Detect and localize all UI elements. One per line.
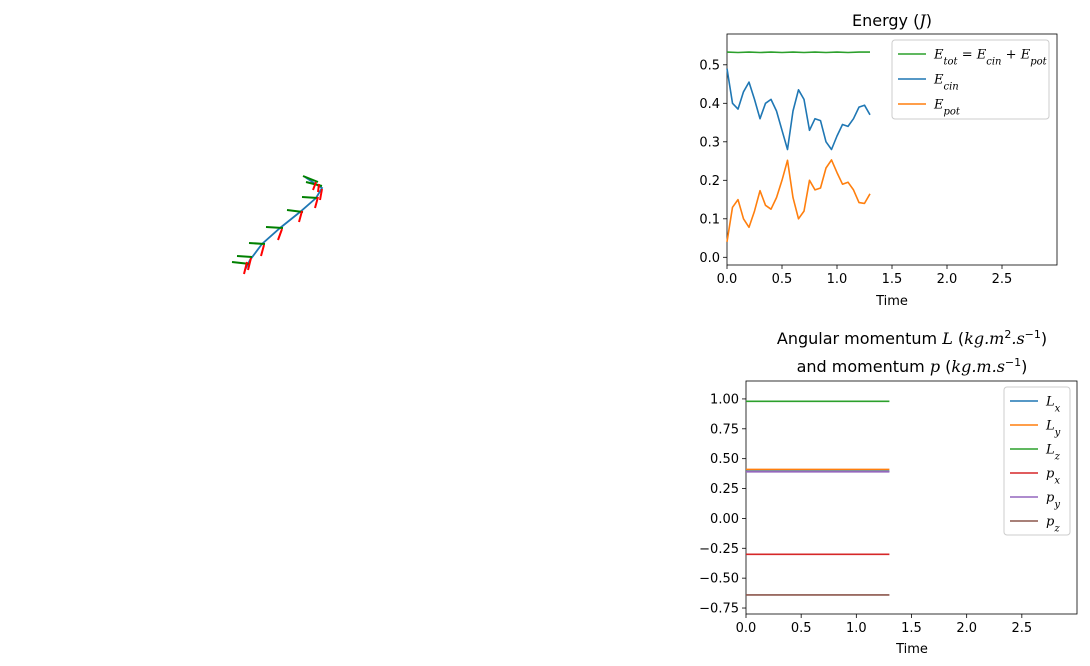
momentum-xlabel: Time: [895, 642, 928, 657]
momentum-ytick-label: 0.75: [710, 422, 739, 437]
momentum-legend-label-4: py: [1046, 491, 1060, 511]
momentum-ytick-label: 0.25: [710, 482, 739, 497]
momentum-legend-box: [1003, 386, 1071, 536]
momentum-xtick-label: 0.5: [791, 621, 812, 636]
chain-axis-red-6: [319, 188, 323, 201]
momentum-xtick-label: 2.5: [1011, 621, 1032, 636]
momentum-ytick-label: 1.00: [710, 392, 739, 407]
chain-axis-green-5: [301, 196, 319, 199]
momentum-ytick-label: −0.25: [699, 542, 739, 557]
energy-xtick-label: 2.0: [937, 272, 958, 287]
chain-axis-red-5: [314, 196, 319, 209]
momentum-subtitle: and momentum p (kg.m.s−1): [797, 356, 1028, 377]
momentum-xtick-label: 1.5: [901, 621, 922, 636]
energy-ytick-label: 0.4: [699, 97, 720, 112]
momentum-title: Angular momentum L (kg.m2.s−1): [777, 328, 1047, 349]
momentum-ytick-label: −0.50: [699, 572, 739, 587]
momentum-legend-label-2: Lz: [1045, 443, 1061, 463]
energy-series-line-1: [726, 68, 871, 151]
chain-axis-green-4: [286, 209, 304, 213]
energy-xtick-label: 0.0: [717, 272, 738, 287]
energy-ytick-label: 0.3: [699, 135, 720, 150]
energy-title: Energy (J): [852, 11, 932, 30]
chain-axis-red-4: [298, 210, 303, 223]
energy-xtick-label: 1.5: [882, 272, 903, 287]
energy-xtick-label: 1.0: [827, 272, 848, 287]
momentum-legend: Lx Ly Lz px py pz: [1003, 386, 1071, 536]
momentum-legend-label-5: pz: [1046, 515, 1060, 535]
energy-legend: Etot = Ecin + Epot Ecin Epot: [891, 39, 1050, 120]
chain-axis-green-3: [265, 226, 284, 229]
chain-axis-green-2: [248, 242, 266, 245]
momentum-ytick-label: 0.00: [710, 512, 739, 527]
chain-axis-red-7: [312, 181, 317, 191]
energy-ytick-label: 0.1: [699, 212, 720, 227]
chain-axis-red-8: [317, 183, 320, 193]
energy-xtick-label: 2.5: [992, 272, 1013, 287]
momentum-legend-label-3: px: [1046, 467, 1060, 487]
momentum-legend-label-1: Ly: [1045, 419, 1061, 439]
momentum-plot-area: 0.0 0.5 1.0 1.5 2.0 2.5 1.00 0.75 0.50 0.25 0.00 −0…: [699, 380, 1078, 636]
momentum-xtick-label: 0.0: [736, 621, 757, 636]
chain-axis-green-1: [236, 255, 253, 258]
energy-ytick-label: 0.0: [699, 251, 720, 266]
momentum-legend-label-0: Lx: [1045, 395, 1061, 415]
momentum-ytick-label: 0.50: [710, 452, 739, 467]
momentum-ytick-label: −0.75: [699, 602, 739, 617]
chain-axis-red-0: [243, 261, 248, 275]
momentum-xtick-label: 2.0: [956, 621, 977, 636]
energy-ytick-label: 0.2: [699, 174, 720, 189]
chain-group: [231, 175, 324, 275]
energy-xtick-label: 0.5: [772, 272, 793, 287]
energy-legend-label-1: Ecin: [933, 73, 959, 93]
energy-legend-box: [891, 39, 1050, 120]
energy-series-line-2: [726, 159, 871, 243]
momentum-xtick-label: 1.0: [846, 621, 867, 636]
chain-axis-red-2: [260, 244, 265, 257]
energy-legend-label-2: Epot: [933, 98, 961, 118]
energy-legend-label-0: Etot = Ecin + Epot: [933, 48, 1048, 68]
energy-xlabel: Time: [875, 294, 908, 309]
chain-axis-red-1: [247, 257, 252, 271]
energy-ytick-label: 0.5: [699, 58, 720, 73]
chain-axis-green-7: [302, 175, 319, 183]
chain-axis-red-3: [277, 228, 283, 241]
energy-plot-area: 0.0 0.5 1.0 1.5 2.0 2.5 0.0 0.1 0.2 0.3 0.4 0.5: [699, 33, 1058, 287]
